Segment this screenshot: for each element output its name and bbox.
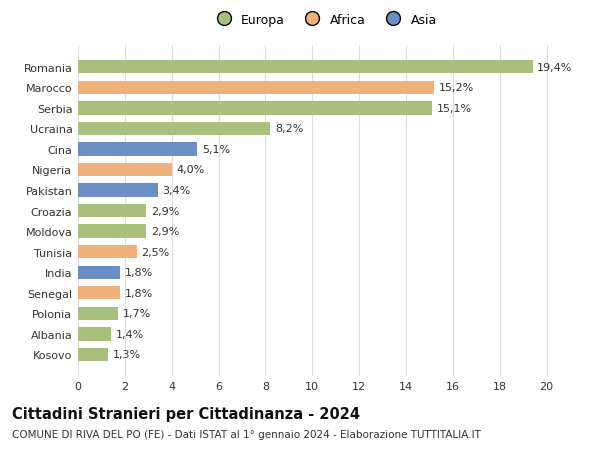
Bar <box>78 143 197 156</box>
Bar <box>78 184 158 197</box>
Bar <box>78 266 120 280</box>
Text: 15,2%: 15,2% <box>439 83 474 93</box>
Text: 1,7%: 1,7% <box>122 309 151 319</box>
Bar <box>78 348 109 361</box>
Text: 15,1%: 15,1% <box>436 104 472 113</box>
Bar <box>78 123 270 136</box>
Text: 2,9%: 2,9% <box>151 227 179 237</box>
Legend: Europa, Africa, Asia: Europa, Africa, Asia <box>211 13 437 27</box>
Text: 1,8%: 1,8% <box>125 268 153 278</box>
Text: 1,4%: 1,4% <box>115 329 144 339</box>
Bar <box>78 328 111 341</box>
Bar <box>78 61 533 74</box>
Text: 1,3%: 1,3% <box>113 350 141 360</box>
Text: Cittadini Stranieri per Cittadinanza - 2024: Cittadini Stranieri per Cittadinanza - 2… <box>12 406 360 421</box>
Bar <box>78 225 146 238</box>
Text: 4,0%: 4,0% <box>176 165 205 175</box>
Text: 1,8%: 1,8% <box>125 288 153 298</box>
Bar <box>78 102 432 115</box>
Text: 3,4%: 3,4% <box>163 185 191 196</box>
Text: 2,5%: 2,5% <box>141 247 170 257</box>
Text: 5,1%: 5,1% <box>202 145 230 155</box>
Bar <box>78 204 146 218</box>
Bar <box>78 81 434 95</box>
Bar <box>78 307 118 320</box>
Bar <box>78 163 172 177</box>
Text: 8,2%: 8,2% <box>275 124 303 134</box>
Text: 2,9%: 2,9% <box>151 206 179 216</box>
Bar <box>78 286 120 300</box>
Text: 19,4%: 19,4% <box>537 62 572 73</box>
Bar <box>78 246 137 259</box>
Text: COMUNE DI RIVA DEL PO (FE) - Dati ISTAT al 1° gennaio 2024 - Elaborazione TUTTIT: COMUNE DI RIVA DEL PO (FE) - Dati ISTAT … <box>12 429 481 439</box>
